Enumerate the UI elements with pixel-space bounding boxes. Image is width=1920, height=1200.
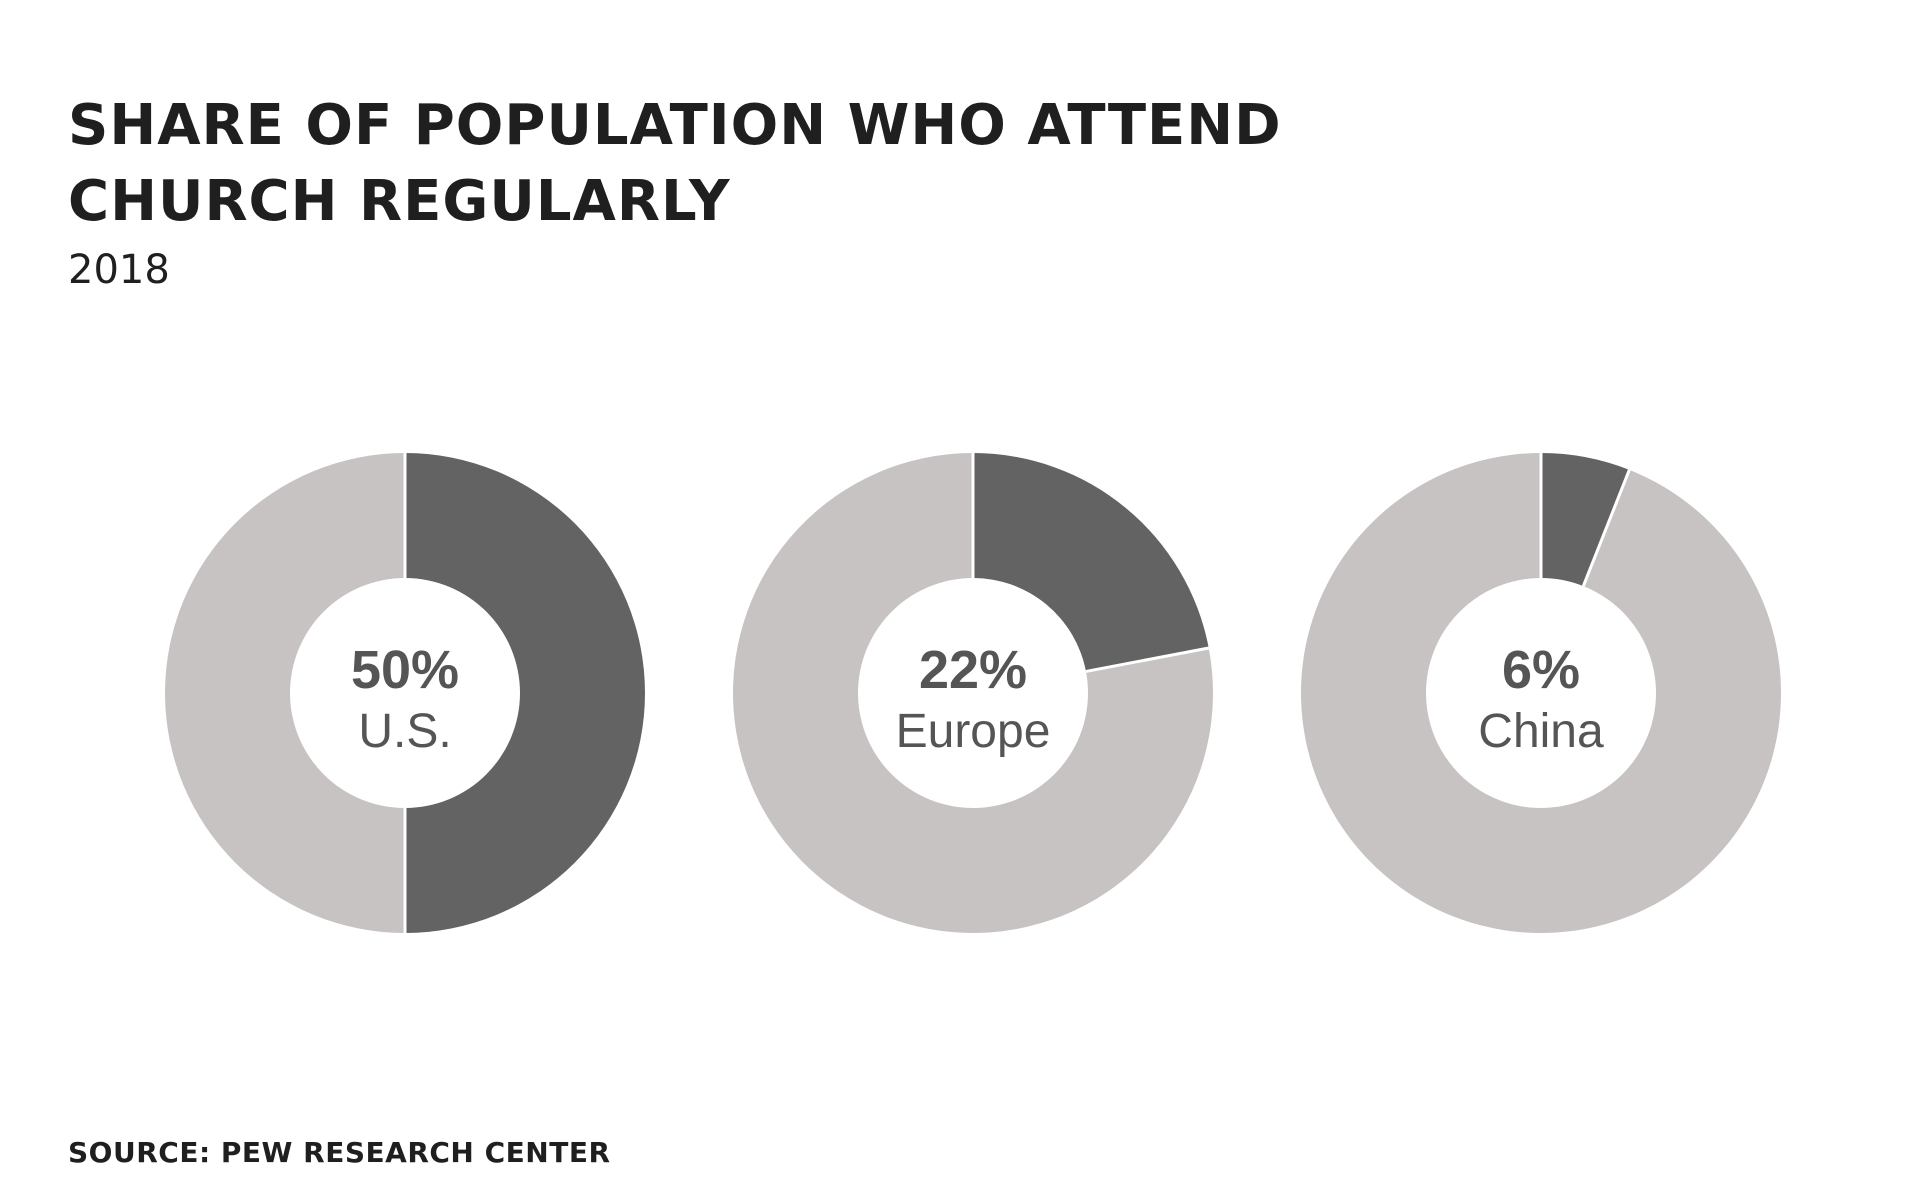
value-label-china: 6% [1502, 640, 1580, 700]
source-note: SOURCE: PEW RESEARCH CENTER [68, 1136, 611, 1169]
slice-remainder-europe [733, 453, 1213, 933]
value-label-europe: 22% [919, 640, 1027, 700]
category-label-china: China [1478, 705, 1604, 758]
slice-separator-europe-1 [1085, 646, 1210, 673]
category-label-europe: Europe [896, 705, 1051, 758]
slice-separator-china-1 [1581, 469, 1631, 587]
donut-china: 6%China [1301, 453, 1781, 933]
chart-title: SHARE OF POPULATION WHO ATTEND CHURCH RE… [68, 93, 1282, 234]
category-label-u-s: U.S. [358, 705, 451, 758]
slice-attend-china [1541, 453, 1630, 587]
donut-europe: 22%Europe [733, 453, 1213, 933]
chart-subtitle: 2018 [68, 247, 170, 293]
slice-remainder-china [1301, 453, 1781, 933]
donut-u-s: 50%U.S. [165, 453, 645, 933]
slice-remainder-u-s [165, 453, 405, 933]
value-label-u-s: 50% [351, 640, 459, 700]
slice-attend-u-s [405, 453, 645, 933]
slice-attend-europe [973, 453, 1209, 672]
